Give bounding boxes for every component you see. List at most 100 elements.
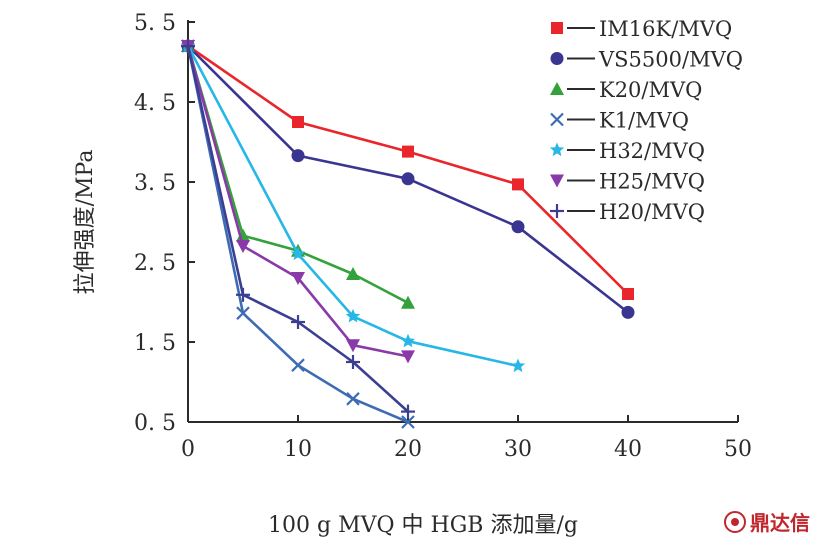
data-point [345, 308, 361, 323]
legend-label: H20/MVQ [599, 200, 705, 224]
triangle-down-marker [346, 339, 360, 353]
legend-item: H20/MVQ [550, 200, 705, 224]
legend-item: K1/MVQ [550, 109, 689, 133]
data-point [401, 350, 415, 364]
y-tick-label: 3. 5 [134, 171, 176, 196]
triangle-up-marker [401, 295, 415, 309]
legend-item: H32/MVQ [549, 139, 705, 163]
data-point [346, 267, 360, 280]
y-tick-label: 2. 5 [134, 251, 176, 276]
series-im16k-mvq [182, 40, 634, 300]
series-line [186, 45, 409, 413]
data-point [236, 287, 250, 302]
star-marker [345, 308, 361, 323]
square-marker [402, 145, 414, 158]
triangle-up-marker [550, 82, 564, 95]
data-point [400, 333, 416, 348]
x-tick-label: 0 [181, 437, 195, 462]
series-h20-mvq [181, 39, 415, 419]
data-point [291, 358, 305, 372]
legend-marker [550, 174, 564, 188]
x-marker-stroke [401, 415, 415, 429]
square-marker [622, 288, 634, 300]
x-tick-label: 20 [394, 437, 422, 462]
logo-icon [724, 510, 746, 533]
legend-label: IM16K/MVQ [599, 17, 732, 41]
data-point [346, 339, 360, 353]
legend-label: K1/MVQ [599, 109, 689, 133]
legend: IM16K/MVQ VS5500/MVQ K20/MVQ K1/MVQ H32/MVQ H… [549, 17, 743, 224]
y-tick-label: 4. 5 [134, 91, 176, 116]
circle-marker [401, 172, 415, 186]
x-axis-title: 100 g MVQ 中 HGB 添加量/g [268, 513, 578, 538]
star-marker [290, 246, 306, 261]
triangle-down-marker [291, 272, 305, 285]
data-point [290, 246, 306, 261]
watermark-text: 鼎达信 [750, 511, 810, 535]
triangle-down-marker [550, 174, 564, 188]
legend-label: VS5500/MVQ [598, 48, 743, 72]
star-marker [510, 358, 526, 373]
legend-marker [550, 52, 564, 65]
legend-label: K20/MVQ [599, 78, 702, 102]
data-point [346, 355, 360, 369]
legend-marker [550, 112, 564, 127]
legend-item: K20/MVQ [550, 78, 702, 102]
circle-marker [291, 149, 305, 163]
legend-item: H25/MVQ [550, 170, 705, 194]
data-point [236, 306, 250, 320]
square-marker [512, 178, 524, 191]
x-marker-stroke [346, 392, 360, 406]
x-tick-label: 30 [504, 437, 532, 462]
data-point [401, 295, 415, 309]
circle-marker [511, 220, 525, 234]
legend-marker [549, 142, 565, 157]
star-marker [400, 333, 416, 348]
data-point [291, 149, 305, 163]
y-axis-title: 拉伸强度/MPa [73, 150, 98, 295]
legend-marker [550, 204, 564, 218]
data-point [401, 404, 415, 419]
legend-label: H32/MVQ [599, 139, 705, 163]
legend-label: H25/MVQ [599, 170, 705, 194]
watermark-logo: 鼎达信 [724, 507, 810, 536]
axes: 0. 5 1. 5 2. 5 3. 5 4. 5 5. 5 0 10 20 30 40 50 [134, 11, 752, 462]
y-tick-label: 5. 5 [134, 11, 176, 36]
star-marker [549, 142, 565, 157]
y-tick-label: 0. 5 [134, 411, 176, 436]
x-tick-label: 40 [614, 437, 642, 462]
y-tick-label: 1. 5 [134, 331, 176, 356]
legend-marker [550, 82, 564, 95]
legend-marker [551, 22, 563, 34]
triangle-up-marker [346, 267, 360, 280]
series-vs5500-mvq [181, 39, 635, 319]
series-layer [180, 38, 635, 429]
data-point [511, 220, 525, 234]
square-marker [551, 22, 563, 34]
circle-marker [550, 52, 564, 65]
data-point [510, 358, 526, 373]
series-line [186, 45, 409, 304]
triangle-down-marker [236, 240, 250, 253]
square-marker [292, 116, 304, 128]
data-point [291, 272, 305, 285]
triangle-down-marker [401, 350, 415, 364]
x-marker-stroke [236, 306, 250, 320]
data-point [402, 145, 414, 158]
data-point [401, 172, 415, 186]
data-point [401, 415, 415, 429]
data-point [181, 39, 195, 53]
x-marker-stroke [550, 112, 564, 127]
data-point [292, 116, 304, 128]
data-point [346, 392, 360, 406]
data-point [621, 305, 635, 319]
data-point [236, 240, 250, 253]
series-h25-mvq [181, 40, 415, 364]
x-marker-stroke [291, 358, 305, 372]
data-point [291, 315, 305, 329]
data-point [236, 228, 250, 242]
legend-item: IM16K/MVQ [551, 17, 732, 41]
triangle-up-marker [236, 228, 250, 242]
